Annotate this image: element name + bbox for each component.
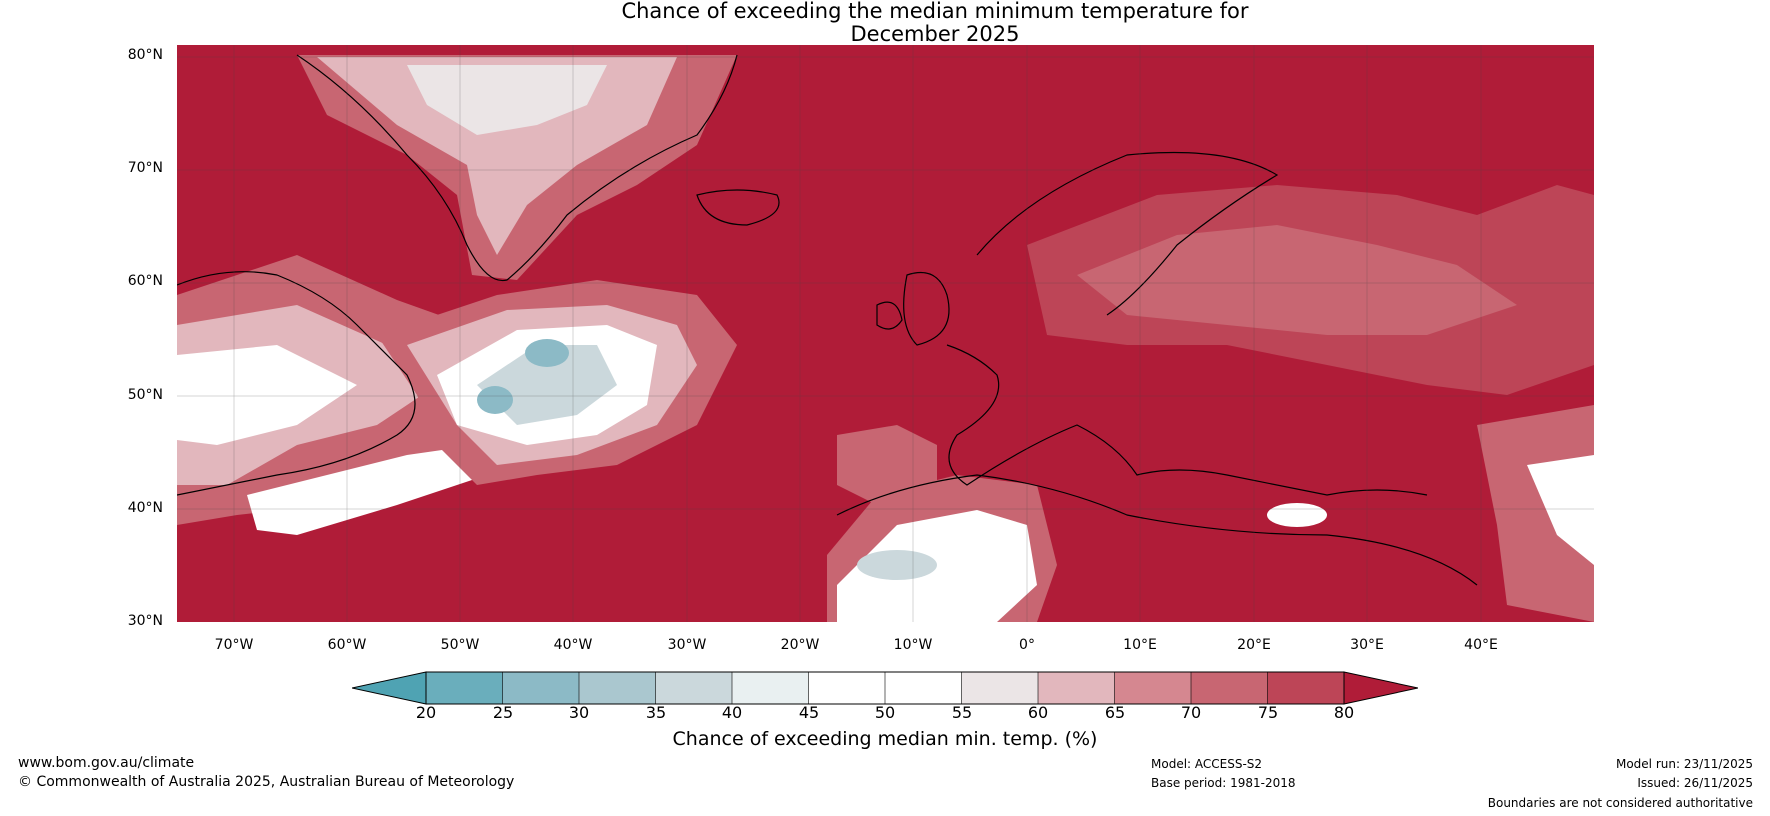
footer-model: Model: ACCESS-S2 <box>1151 757 1263 771</box>
lon-label-0: 0° <box>1019 637 1035 653</box>
colorbar-bin <box>732 672 809 704</box>
central-atlantic-contour-40 <box>477 345 617 425</box>
turkey-contour-50 <box>1267 503 1327 527</box>
legend-tick-25: 25 <box>492 703 514 722</box>
legend-tick-50: 50 <box>874 703 896 722</box>
greenland-contour-65 <box>317 57 677 255</box>
colorbar-extend-low <box>351 671 427 705</box>
middle-east-contour-70 <box>1477 405 1594 622</box>
colorbar-bin <box>1191 672 1268 704</box>
lon-label-60w: 60°W <box>327 637 367 653</box>
colorbar-label: Chance of exceeding median min. temp. (%… <box>672 728 1098 750</box>
colorbar-bin <box>502 672 580 704</box>
chart-title: Chance of exceeding the median minimum t… <box>0 0 1770 46</box>
ireland-coast <box>876 301 903 330</box>
legend-tick-80: 80 <box>1333 703 1355 722</box>
atlantic-band-50 <box>247 445 487 535</box>
lon-label-30e: 30°E <box>1350 637 1384 653</box>
colorbar-bin <box>579 672 656 704</box>
lon-label-40w: 40°W <box>553 637 593 653</box>
scandinavia-coast <box>976 151 1279 316</box>
north-africa-coast <box>836 474 1478 586</box>
legend-tick-70: 70 <box>1180 703 1202 722</box>
legend-tick-60: 60 <box>1027 703 1049 722</box>
central-atlantic-contour-30a <box>525 339 569 367</box>
legend-tick-35: 35 <box>645 703 667 722</box>
lat-label-80n: 80°N <box>127 47 163 63</box>
lat-label-60n: 60°N <box>127 273 163 289</box>
north-africa-contour-50 <box>837 510 1037 622</box>
lat-label-50n: 50°N <box>127 387 163 403</box>
footer-base-period: Base period: 1981-2018 <box>1151 776 1296 790</box>
lon-label-30w: 30°W <box>667 637 707 653</box>
legend-tick-20: 20 <box>415 703 437 722</box>
lon-label-20e: 20°E <box>1237 637 1271 653</box>
colorbar-bin <box>1038 672 1115 704</box>
lon-label-10w: 10°W <box>893 637 933 653</box>
colorbar-outline <box>425 671 1345 705</box>
footer-copyright: © Commonwealth of Australia 2025, Austra… <box>18 774 515 790</box>
greenland-coast <box>296 54 738 282</box>
colorbar <box>351 671 1419 705</box>
europe-contour-70 <box>1077 225 1517 335</box>
legend-tick-75: 75 <box>1257 703 1279 722</box>
footer-disclaimer: Boundaries are not considered authoritat… <box>1487 796 1753 810</box>
legend-tick-65: 65 <box>1104 703 1126 722</box>
lat-label-70n: 70°N <box>127 160 163 176</box>
colorbar-bin <box>426 672 503 704</box>
great-britain-coast <box>903 271 950 346</box>
colorbar-bin <box>1114 672 1192 704</box>
lat-label-30n: 30°N <box>127 613 163 629</box>
colorbar-bin <box>808 672 886 704</box>
graticule <box>177 45 1594 622</box>
lon-label-70w: 70°W <box>214 637 254 653</box>
colorbar-bin <box>1267 672 1345 704</box>
legend-tick-40: 40 <box>721 703 743 722</box>
legend-tick-45: 45 <box>798 703 820 722</box>
central-atlantic-contour-30b <box>477 386 513 414</box>
iberia-contour-70 <box>837 425 937 505</box>
title-line-1: Chance of exceeding the median minimum t… <box>621 0 1249 23</box>
iceland-coast <box>696 189 780 226</box>
legend-tick-55: 55 <box>951 703 973 722</box>
forecast-map <box>177 45 1594 622</box>
lon-label-40e: 40°E <box>1464 637 1498 653</box>
colorbar-extend-high <box>1343 671 1419 705</box>
europe-coast <box>946 344 1428 496</box>
greenland-contour-60 <box>407 65 607 135</box>
colorbar-bin <box>885 672 962 704</box>
footer-model-run: Model run: 23/11/2025 <box>1615 757 1753 771</box>
middle-east-contour-50 <box>1527 455 1594 565</box>
footer-url[interactable]: www.bom.gov.au/climate <box>18 755 195 771</box>
coastlines <box>177 54 1478 586</box>
legend-tick-30: 30 <box>568 703 590 722</box>
north-america-coast <box>177 271 416 496</box>
lon-label-50w: 50°W <box>440 637 480 653</box>
lon-label-10e: 10°E <box>1123 637 1157 653</box>
north-africa-contour-40 <box>857 550 937 580</box>
west-atlantic-contour-50 <box>177 345 357 445</box>
lat-label-40n: 40°N <box>127 500 163 516</box>
colorbar-bin <box>961 672 1039 704</box>
title-line-2: December 2025 <box>850 22 1020 46</box>
lon-label-20w: 20°W <box>780 637 820 653</box>
colorbar-bin <box>655 672 733 704</box>
footer-issued: Issued: 26/11/2025 <box>1637 776 1753 790</box>
